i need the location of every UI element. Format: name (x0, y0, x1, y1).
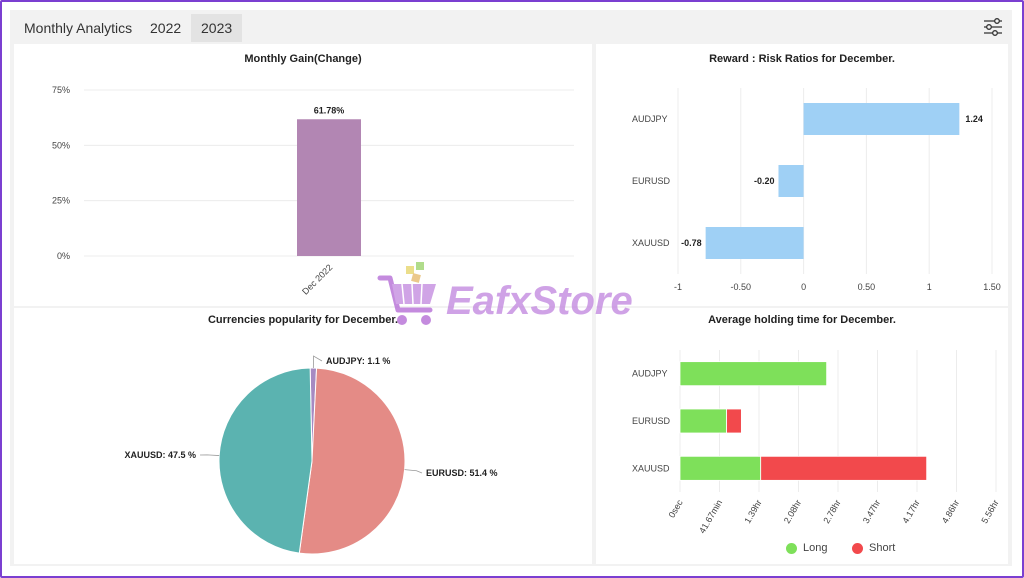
hold-bar-long (679, 455, 762, 481)
pie-leader-line (404, 469, 423, 474)
pie-leader-line (312, 355, 323, 369)
rr-xtick-label: -0.50 (731, 282, 752, 292)
rr-xtick-label: 1.50 (983, 282, 1001, 292)
reward-risk-panel: Reward : Risk Ratios for December. -1 -0.… (596, 44, 1008, 306)
gain-bar (297, 119, 361, 256)
rr-data-label: -0.20 (754, 176, 775, 186)
rr-bar (705, 227, 804, 259)
legend-short-swatch (852, 542, 863, 554)
hold-bar-short (760, 455, 928, 481)
legend-short-label: Short (869, 542, 896, 554)
pie-label-audjpy: AUDJPY: 1.1 % (326, 356, 390, 366)
holding-time-panel: Average holding time for December. 0sec 4… (596, 308, 1008, 564)
holding-time-chart: Average holding time for December. 0sec 4… (632, 314, 1001, 535)
monthly-gain-title: Monthly Gain(Change) (244, 53, 362, 65)
legend-long[interactable]: Long (786, 542, 827, 554)
pie-slice-xauusd (218, 367, 313, 554)
pie-leader-line (199, 454, 220, 456)
hold-category-label: AUDJPY (632, 369, 668, 379)
hold-xtick-label: 4.17hr (900, 498, 921, 525)
analytics-container: Monthly Analytics 2022 2023 Monthly Gain… (10, 10, 1012, 566)
rr-category-label: EURUSD (632, 176, 671, 186)
hold-category-label: XAUUSD (632, 463, 670, 473)
gain-ytick-label: 75% (52, 85, 70, 95)
rr-bar (803, 103, 960, 135)
tab-monthly-analytics[interactable]: Monthly Analytics (24, 20, 133, 36)
pie-slice-eurusd (298, 367, 406, 555)
reward-risk-title: Reward : Risk Ratios for December. (709, 53, 895, 65)
gain-ytick-label: 50% (52, 140, 70, 150)
holding-time-title: Average holding time for December. (708, 314, 896, 326)
gain-data-label: 61.78% (314, 105, 345, 115)
hold-xtick-label: 41.67min (697, 498, 724, 535)
rr-data-label: -0.78 (681, 238, 702, 248)
pie-label-xauusd: XAUUSD: 47.5 % (124, 450, 196, 460)
hold-bar-long (679, 361, 828, 387)
rr-bar (778, 165, 804, 197)
hold-category-label: EURUSD (632, 416, 671, 426)
monthly-gain-chart: Monthly Gain(Change) 0% 25% 50% 75% 61.78% De… (52, 53, 574, 297)
rr-data-label: 1.24 (965, 114, 983, 124)
reward-risk-chart: Reward : Risk Ratios for December. -1 -0.… (632, 53, 1001, 292)
hold-xtick-label: 5.56hr (979, 498, 1000, 525)
legend-long-label: Long (803, 542, 828, 554)
hold-xtick-label: 2.08hr (782, 498, 803, 525)
rr-xtick-label: 0 (801, 282, 806, 292)
hold-xtick-label: 1.39hr (742, 498, 763, 525)
hold-xtick-label: 2.78hr (821, 498, 842, 525)
currency-popularity-title: Currencies popularity for December. (208, 314, 398, 326)
hold-xtick-label: 3.47hr (861, 498, 882, 525)
rr-xtick-label: -1 (674, 282, 682, 292)
rr-xtick-label: 0.50 (858, 282, 876, 292)
currency-popularity-chart: Currencies popularity for December. AUDJ… (124, 314, 498, 555)
gain-ytick-label: 0% (57, 251, 70, 261)
hold-bar-long (679, 408, 728, 434)
tab-2023[interactable]: 2023 (191, 14, 243, 42)
tab-bar: Monthly Analytics 2022 2023 (10, 10, 1012, 44)
rr-xtick-label: 1 (927, 282, 932, 292)
tab-2022[interactable]: 2022 (150, 20, 182, 36)
hold-bar-short (726, 408, 742, 434)
pie-label-eurusd: EURUSD: 51.4 % (426, 468, 498, 478)
currency-popularity-panel: Currencies popularity for December. AUDJ… (14, 308, 592, 564)
hold-xtick-label: 4.86hr (940, 498, 961, 525)
rr-category-label: XAUUSD (632, 238, 670, 248)
hold-xtick-label: 0sec (667, 498, 685, 520)
legend-long-swatch (786, 542, 797, 554)
filter-settings-icon[interactable] (982, 16, 1004, 38)
monthly-gain-panel: Monthly Gain(Change) 0% 25% 50% 75% 61.78% De… (14, 44, 592, 306)
gain-ytick-label: 25% (52, 196, 70, 206)
gain-category-label: Dec 2022 (300, 262, 334, 296)
legend-short[interactable]: Short (852, 542, 895, 554)
rr-category-label: AUDJPY (632, 114, 668, 124)
